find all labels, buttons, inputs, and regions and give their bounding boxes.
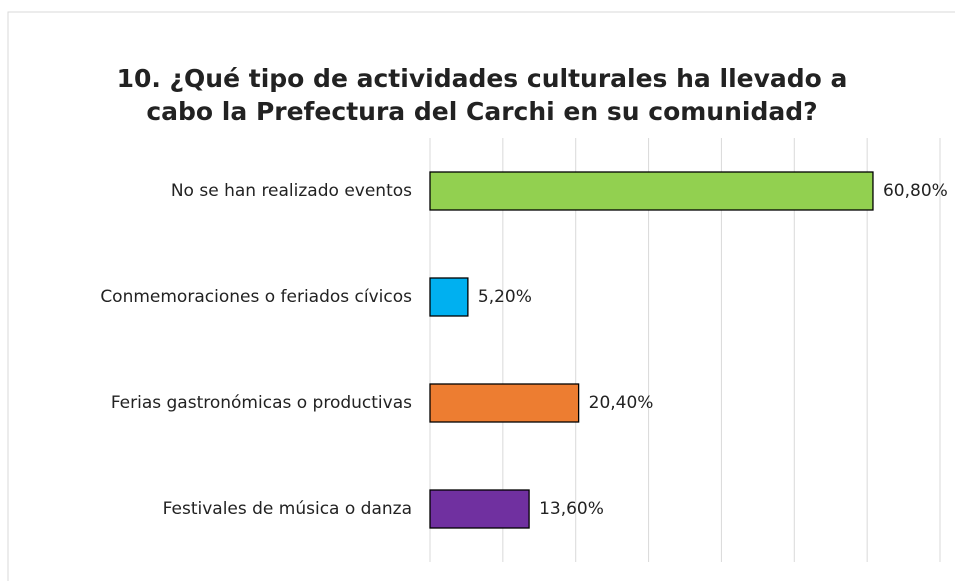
y-tick-label: Ferias gastronómicas o productivas [111, 393, 412, 413]
chart-border [7, 11, 955, 581]
chart-title: cabo la Prefectura del Carchi en su comu… [146, 97, 817, 126]
bar [429, 277, 469, 317]
data-label: 60,80% [883, 181, 948, 201]
bar [429, 383, 580, 423]
y-tick-label: Conmemoraciones o feriados cívicos [100, 287, 412, 307]
y-tick-label: Festivales de música o danza [163, 499, 412, 519]
y-tick-label: No se han realizado eventos [171, 181, 412, 201]
bar [429, 489, 530, 529]
chart-title: 10. ¿Qué tipo de actividades culturales … [117, 64, 848, 93]
data-label: 20,40% [589, 393, 654, 413]
data-label: 5,20% [478, 287, 532, 307]
data-label: 13,60% [539, 499, 604, 519]
bar [429, 171, 874, 211]
